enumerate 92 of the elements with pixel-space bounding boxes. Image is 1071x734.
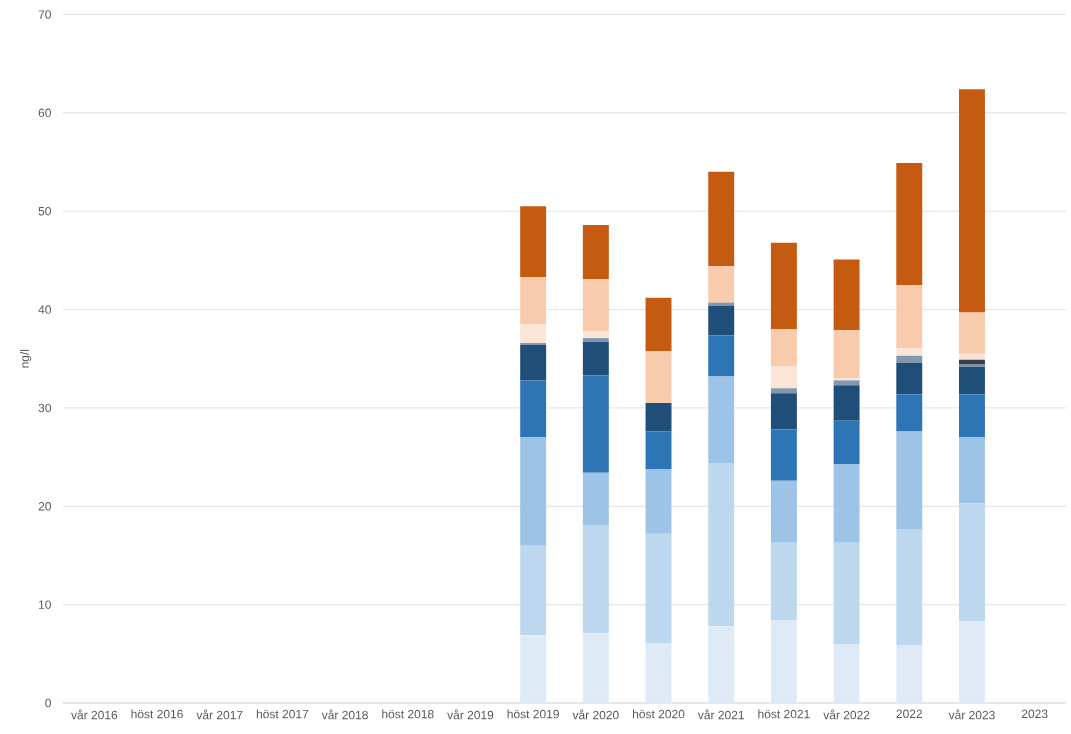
bar [896,431,923,529]
bar [958,366,985,395]
bar [958,394,985,438]
bar [708,626,735,703]
bar [645,297,672,351]
x-tick-label: vår 2019 [447,709,494,720]
bar [582,342,609,376]
x-tick-label: vår 2022 [823,709,870,720]
x-tick-label: vår 2021 [697,709,744,720]
bar [770,542,797,621]
bar [645,533,672,643]
y-tick-label: 20 [38,502,51,511]
bar [896,394,923,432]
y-tick-label: 0 [45,698,51,708]
x-tick-label: vår 2023 [948,709,995,720]
bar [896,284,923,348]
bar [520,277,547,325]
bar [582,279,609,332]
x-tick-label: höst 2019 [507,709,559,719]
bar [958,621,985,703]
bar [770,429,797,481]
bar [708,376,735,464]
bar [958,89,985,313]
bar [770,393,797,430]
x-tick-label: 2023 [1021,709,1048,719]
y-tick-label: 60 [38,108,51,118]
bar [896,362,923,395]
bar [770,329,797,367]
bar [582,375,609,473]
y-tick-label: 50 [38,206,51,216]
bar [770,620,797,703]
bar [520,324,547,344]
bar [896,528,923,645]
x-tick-label: höst 2020 [633,709,685,719]
bar [958,503,985,622]
bar [770,480,797,543]
bar [645,431,672,469]
bar [645,643,672,703]
bar [833,385,860,421]
bar [645,350,672,404]
x-tick-label: vår 2016 [71,709,118,720]
bar [582,224,609,280]
y-tick-label: 70 [38,10,51,19]
bar [770,388,797,394]
bar [520,635,547,703]
bar [833,420,860,464]
y-axis-title: ng/l [20,349,32,368]
bar [896,163,923,285]
bar [520,380,547,438]
x-tick-label: vår 2020 [572,709,619,720]
x-tick-label: höst 2018 [382,709,434,719]
x-tick-label: höst 2016 [131,709,183,719]
bar [582,524,609,634]
bar [645,468,672,534]
bar [770,242,797,330]
bar [958,359,985,365]
bar [958,437,985,504]
bar [520,437,547,546]
bar [520,545,547,636]
bar [833,542,860,644]
bar [582,633,609,703]
bar [833,463,860,543]
x-tick-label: vår 2018 [321,709,368,720]
bar [833,380,860,386]
x-tick-label: 2022 [896,709,923,719]
y-tick-label: 10 [39,600,51,609]
y-tick-label: 40 [38,305,51,314]
bar [645,403,672,432]
bar [833,330,860,379]
bar [708,463,735,627]
bar [958,353,985,360]
bar [708,266,735,303]
bar [582,472,609,525]
bar [708,302,735,306]
bar [582,331,609,339]
x-tick-label: höst 2017 [256,709,309,719]
bar [896,644,923,703]
y-tick-label: 30 [38,403,51,413]
x-tick-label: höst 2021 [758,709,810,719]
bar [896,347,923,356]
bar [582,338,609,343]
bar [896,355,923,363]
bar [833,643,860,703]
bar [833,259,860,331]
bar [708,171,735,267]
bar [520,344,547,381]
bar [708,335,735,377]
bar [958,312,985,354]
x-tick-label: vår 2017 [196,709,243,720]
bar [770,366,797,389]
bar [708,305,735,336]
bar [520,206,547,278]
